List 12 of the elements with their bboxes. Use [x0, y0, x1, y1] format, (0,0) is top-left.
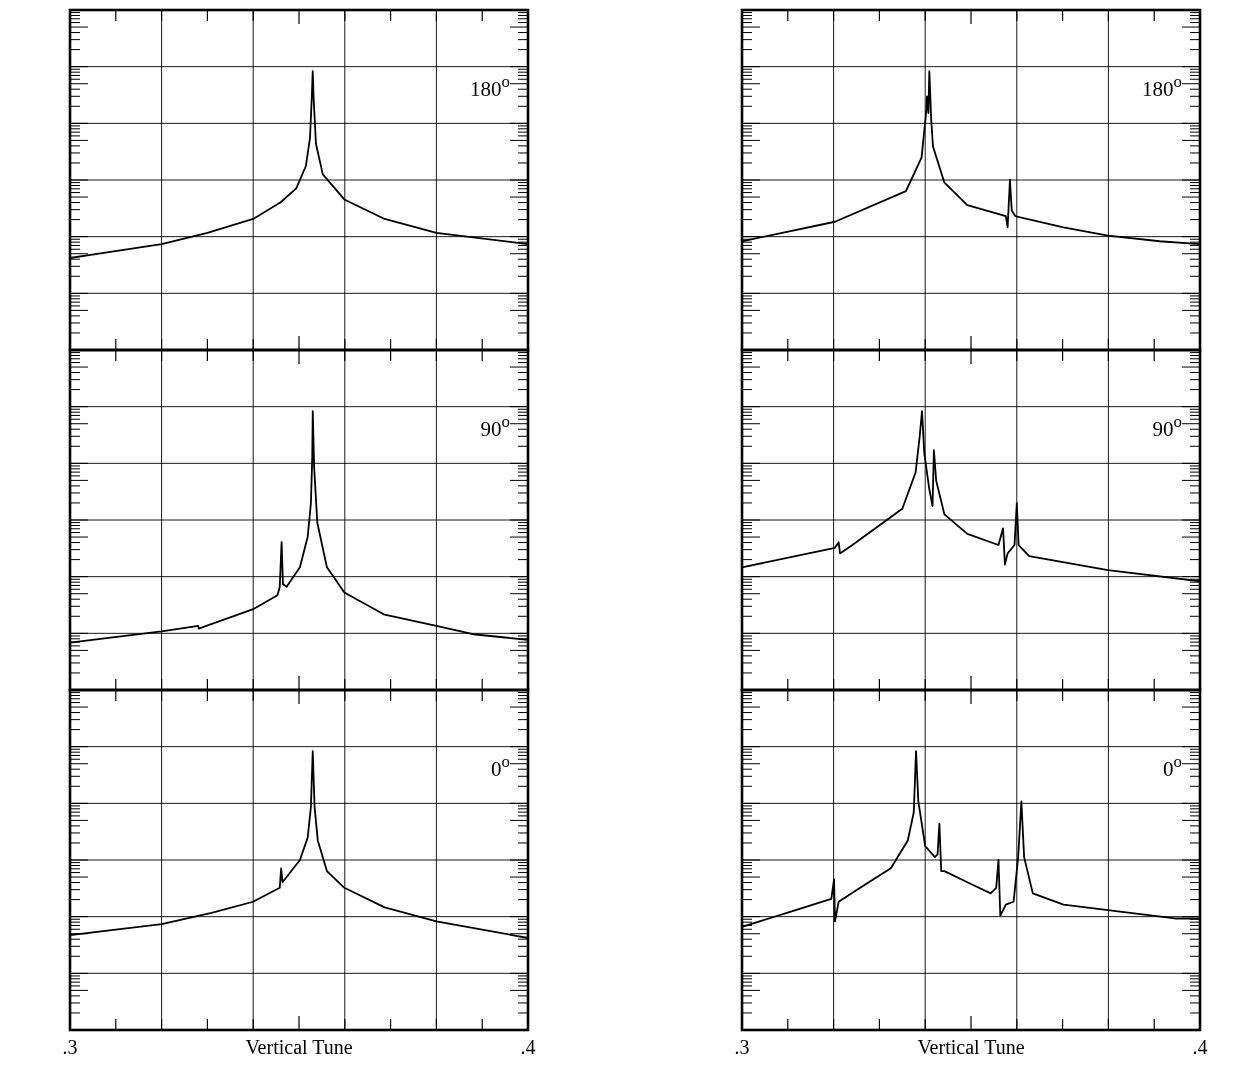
x-axis-title: Vertical Tune [245, 1036, 353, 1058]
x-tick-label: .4 [520, 1036, 536, 1058]
annotation: 0$^{o}$ [491, 751, 510, 781]
annotation: 90$^{o}$ [480, 411, 510, 441]
x-tick-label: .3 [734, 1036, 750, 1058]
annotation: 90$^{o}$ [1152, 411, 1182, 441]
annotation: 180$^{o}$ [1142, 71, 1182, 101]
annotation: 180$^{o}$ [470, 71, 510, 101]
annotation: 0$^{o}$ [1163, 751, 1182, 781]
x-axis-title: Vertical Tune [917, 1036, 1025, 1058]
x-tick-label: .3 [62, 1036, 78, 1058]
x-tick-label: .4 [1192, 1036, 1208, 1058]
